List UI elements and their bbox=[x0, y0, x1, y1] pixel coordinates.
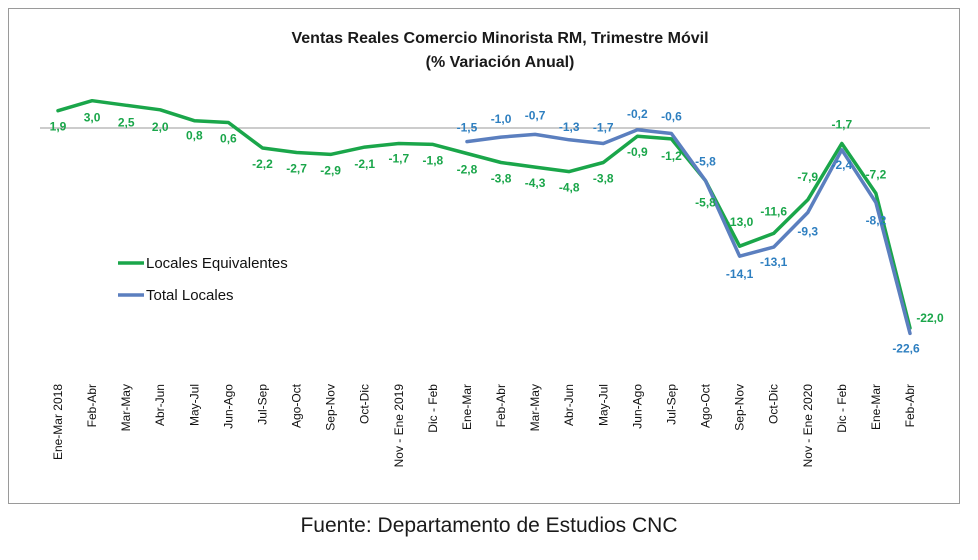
chart-subtitle: (% Variación Anual) bbox=[426, 54, 575, 71]
data-label: -1,7 bbox=[593, 120, 614, 134]
data-label: -13,0 bbox=[726, 215, 754, 229]
data-label: -1,3 bbox=[559, 120, 580, 134]
series-line-total-locales bbox=[465, 128, 912, 336]
data-label: -7,2 bbox=[866, 167, 887, 181]
data-label: 0,6 bbox=[220, 132, 237, 146]
data-label: -0,6 bbox=[661, 109, 682, 123]
x-tick-label: Feb-Abr bbox=[903, 384, 917, 427]
data-label: -1,7 bbox=[388, 151, 409, 165]
x-tick-label: May-Jul bbox=[596, 384, 610, 426]
data-label: -22,0 bbox=[916, 311, 944, 325]
data-label: -0,9 bbox=[627, 145, 648, 159]
data-label: -2,9 bbox=[320, 163, 341, 177]
x-tick-label: Ene-Mar 2018 bbox=[51, 384, 65, 460]
x-tick-label: Ago-Oct bbox=[699, 383, 713, 428]
line-chart: Ventas Reales Comercio Minorista RM, Tri… bbox=[40, 30, 944, 468]
chart-title: Ventas Reales Comercio Minorista RM, Tri… bbox=[291, 30, 708, 47]
data-label: -2,7 bbox=[286, 162, 307, 176]
x-tick-label: Jun-Ago bbox=[221, 384, 235, 429]
x-tick-label: Abr-Jun bbox=[153, 384, 167, 426]
data-label: -1,5 bbox=[457, 121, 478, 135]
data-label: -9,3 bbox=[797, 225, 818, 239]
data-label: -3,8 bbox=[593, 172, 614, 186]
x-tick-label: Sep-Nov bbox=[733, 384, 747, 431]
data-label: -2,4 bbox=[831, 158, 852, 172]
x-tick-label: Jun-Ago bbox=[630, 384, 644, 429]
x-tick-label: Jul-Sep bbox=[255, 384, 269, 425]
x-tick-label: Oct-Dic bbox=[767, 384, 781, 424]
x-tick-label: Dic - Feb bbox=[835, 384, 849, 433]
x-tick-label: Ago-Oct bbox=[290, 383, 304, 428]
x-tick-label: Feb-Abr bbox=[85, 384, 99, 427]
data-label: -0,2 bbox=[627, 107, 648, 121]
data-label: -1,0 bbox=[491, 112, 512, 126]
x-tick-label: Feb-Abr bbox=[494, 384, 508, 427]
data-label: -7,9 bbox=[797, 170, 818, 184]
data-label: -1,7 bbox=[831, 117, 852, 131]
data-label: -5,8 bbox=[695, 196, 716, 210]
data-label: 0,8 bbox=[186, 129, 203, 143]
x-tick-label: Oct-Dic bbox=[358, 384, 372, 424]
x-tick-label: Nov - Ene 2019 bbox=[392, 384, 406, 468]
chart-frame bbox=[8, 8, 960, 504]
data-label: -4,8 bbox=[559, 181, 580, 195]
x-tick-label: May-Jul bbox=[187, 384, 201, 426]
data-label: -22,6 bbox=[892, 341, 920, 355]
data-label: -5,8 bbox=[695, 155, 716, 169]
data-label: -1,2 bbox=[661, 149, 682, 163]
data-label: -2,8 bbox=[457, 162, 478, 176]
data-label: -3,8 bbox=[491, 172, 512, 186]
x-tick-label: Nov - Ene 2020 bbox=[801, 384, 815, 468]
data-label: -8,2 bbox=[866, 214, 887, 228]
data-label: 3,0 bbox=[84, 111, 101, 125]
x-tick-label: Abr-Jun bbox=[562, 384, 576, 426]
x-tick-label: Mar-May bbox=[119, 384, 133, 431]
data-label: -13,1 bbox=[760, 255, 788, 269]
x-tick-label: Dic - Feb bbox=[426, 384, 440, 433]
data-label: 1,9 bbox=[50, 120, 67, 134]
x-tick-label: Ene-Mar bbox=[869, 384, 883, 430]
data-label: -14,1 bbox=[726, 267, 754, 281]
legend-label-locales-equivalentes: Locales Equivalentes bbox=[146, 255, 288, 272]
data-label: -1,8 bbox=[423, 153, 444, 167]
source-note: Fuente: Departamento de Estudios CNC bbox=[300, 514, 678, 537]
x-tick-label: Jul-Sep bbox=[664, 384, 678, 425]
data-label: 2,5 bbox=[118, 115, 135, 129]
data-label: 2,0 bbox=[152, 120, 169, 134]
x-tick-label: Sep-Nov bbox=[324, 384, 338, 431]
x-tick-label: Ene-Mar bbox=[460, 384, 474, 430]
data-label: -2,2 bbox=[252, 157, 273, 171]
data-label: -2,1 bbox=[354, 157, 375, 171]
legend-label-total-locales: Total Locales bbox=[146, 287, 234, 304]
series-line-locales-equivalentes bbox=[56, 98, 912, 330]
data-label: -0,7 bbox=[525, 108, 546, 122]
data-label: -4,3 bbox=[525, 176, 546, 190]
x-tick-label: Mar-May bbox=[528, 384, 542, 431]
data-label: -11,6 bbox=[760, 204, 787, 218]
